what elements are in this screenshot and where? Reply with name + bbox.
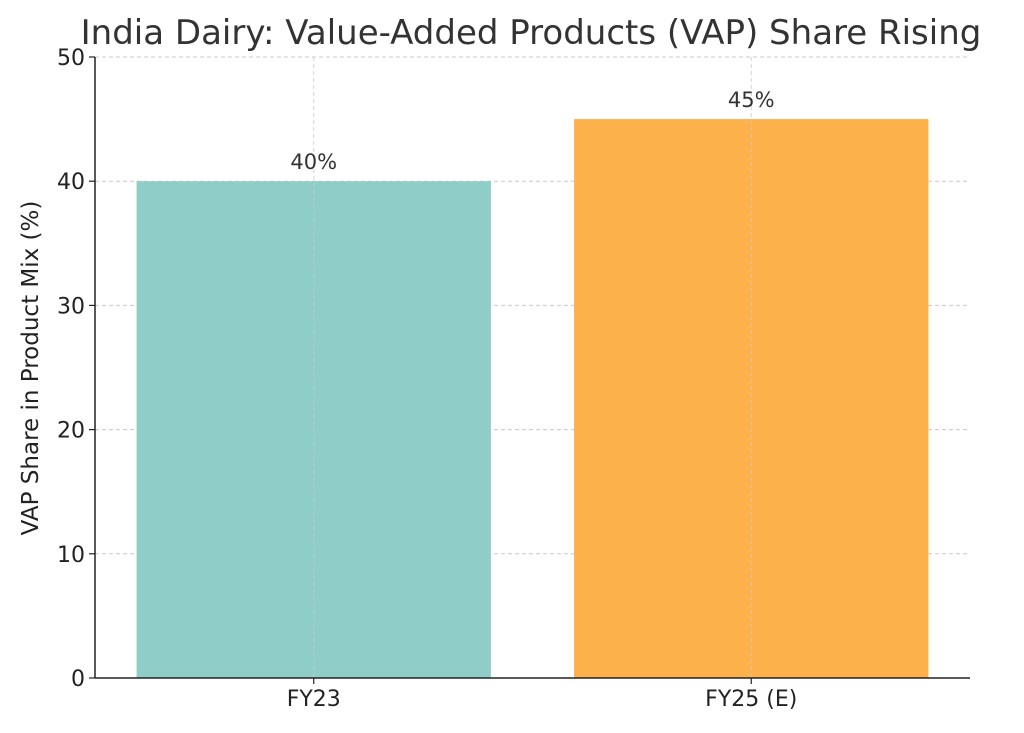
x-tick-label: FY23: [287, 687, 341, 712]
y-tick-label: 30: [57, 294, 85, 319]
tick-labels: 0 10 20 30 40 50 FY23 FY25 (E): [57, 46, 797, 712]
chart-title: India Dairy: Value-Added Products (VAP) …: [81, 13, 982, 53]
y-tick-label: 20: [57, 419, 85, 444]
y-tick-label: 0: [71, 667, 85, 692]
vertical-grid-lines: [313, 57, 752, 678]
y-axis-label: VAP Share in Product Mix (%): [18, 201, 44, 536]
y-tick-label: 50: [57, 46, 85, 71]
data-labels: 40% 45%: [290, 88, 774, 174]
bars: [136, 119, 929, 679]
data-label: 40%: [290, 150, 337, 174]
y-tick-label: 40: [57, 170, 85, 195]
x-tick-label: FY25 (E): [705, 687, 797, 712]
y-tick-label: 10: [57, 543, 85, 568]
bar: [574, 119, 929, 679]
axes: [89, 56, 970, 684]
data-label: 45%: [728, 88, 775, 112]
